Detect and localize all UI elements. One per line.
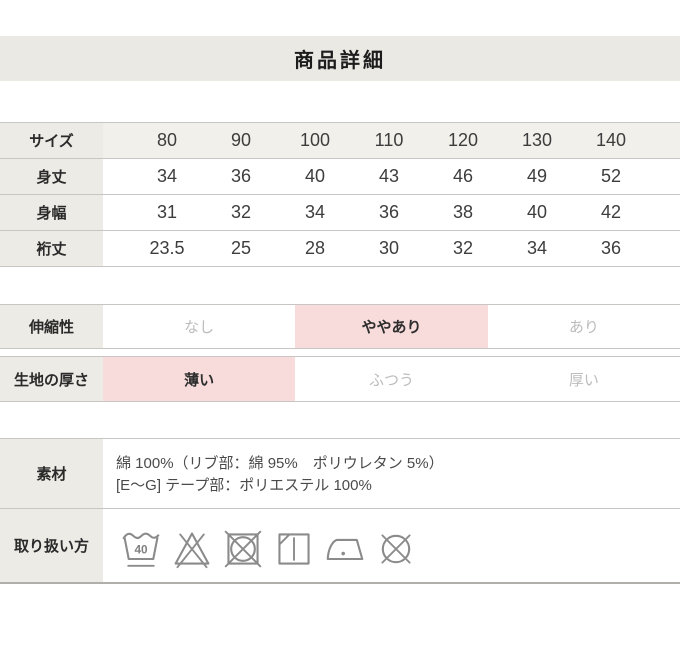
size-col-header: 90 (230, 130, 252, 150)
row-label: 伸縮性 (0, 305, 103, 348)
row-label: 取り扱い方 (0, 509, 103, 582)
option-cell-normal: ふつう (295, 357, 488, 401)
thickness-row: 生地の厚さ 薄い ふつう 厚い (0, 356, 680, 402)
stretch-row: 伸縮性 なし ややあり あり (0, 304, 680, 349)
wash-40-gentle-icon: 40 (121, 527, 161, 571)
row-label: 裄丈 (0, 231, 103, 266)
no-bleach-icon (172, 527, 212, 571)
details-section: 素材 綿 100%（リブ部：綿 95% ポリウレタン 5%） [E～G] テープ… (0, 438, 680, 584)
material-row: 素材 綿 100%（リブ部：綿 95% ポリウレタン 5%） [E～G] テープ… (0, 439, 680, 508)
size-header-row: サイズ 80 90 100 110 120 130 140 (0, 123, 680, 159)
row-label: 素材 (0, 439, 103, 508)
size-value-cell: 23.5 (149, 238, 185, 258)
material-line: [E～G] テープ部：ポリエステル 100% (116, 477, 372, 494)
row-values: 34 36 40 43 46 49 52 (103, 159, 680, 194)
size-value-cell: 32 (452, 238, 474, 258)
size-value-cell: 52 (600, 166, 622, 186)
row-values: 23.5 25 28 30 32 34 36 (103, 231, 680, 266)
table-row-body-length: 身丈 34 36 40 43 46 49 52 (0, 159, 680, 195)
option-cell-thin: 薄い (103, 357, 296, 401)
material-line: 綿 100%（リブ部：綿 95% ポリウレタン 5%） (116, 455, 444, 472)
size-col-header: 120 (447, 130, 479, 150)
size-value-cell: 38 (452, 202, 474, 222)
iron-low-icon (325, 527, 365, 571)
care-symbols: 40 (103, 509, 680, 582)
size-col-header: 130 (521, 130, 553, 150)
size-header-label: サイズ (0, 123, 103, 158)
size-value-cell: 34 (304, 202, 326, 222)
material-text: 綿 100%（リブ部：綿 95% ポリウレタン 5%） [E～G] テープ部：ポ… (103, 439, 680, 508)
size-value-cell: 49 (526, 166, 548, 186)
table-row-body-width: 身幅 31 32 34 36 38 40 42 (0, 195, 680, 231)
product-detail-panel: 商品詳細 サイズ 80 90 100 110 120 130 140 身丈 34… (0, 36, 680, 650)
table-row-sleeve-length: 裄丈 23.5 25 28 30 32 34 36 (0, 231, 680, 267)
size-col-header: 140 (595, 130, 627, 150)
size-table: サイズ 80 90 100 110 120 130 140 身丈 34 36 4… (0, 122, 680, 267)
row-label: 身幅 (0, 195, 103, 230)
size-value-cell: 34 (526, 238, 548, 258)
size-value-cell: 32 (230, 202, 252, 222)
care-row: 取り扱い方 40 (0, 508, 680, 582)
size-value-cell: 40 (526, 202, 548, 222)
size-value-cell: 46 (452, 166, 474, 186)
size-value-cell: 40 (304, 166, 326, 186)
line-dry-shade-icon (274, 527, 314, 571)
row-label: 生地の厚さ (0, 357, 103, 401)
no-dry-clean-icon (376, 527, 416, 571)
size-value-cell: 36 (378, 202, 400, 222)
page-title: 商品詳細 (294, 50, 386, 72)
option-cell-thick: 厚い (487, 357, 680, 401)
size-col-header: 80 (156, 130, 178, 150)
svg-text:40: 40 (134, 542, 148, 556)
option-cell-somewhat: ややあり (295, 305, 488, 348)
size-value-cell: 42 (600, 202, 622, 222)
size-value-cell: 30 (378, 238, 400, 258)
size-value-cell: 36 (230, 166, 252, 186)
size-col-header: 100 (299, 130, 331, 150)
row-values: 31 32 34 36 38 40 42 (103, 195, 680, 230)
size-value-cell: 25 (230, 238, 252, 258)
no-tumble-dry-icon (223, 527, 263, 571)
size-value-cell: 43 (378, 166, 400, 186)
option-cell-yes: あり (487, 305, 680, 348)
size-value-cell: 34 (156, 166, 178, 186)
size-value-cell: 31 (156, 202, 178, 222)
size-value-cell: 28 (304, 238, 326, 258)
option-cell-none: なし (103, 305, 296, 348)
size-value-cell: 36 (600, 238, 622, 258)
row-label: 身丈 (0, 159, 103, 194)
size-col-header: 110 (374, 130, 404, 150)
size-header-values: 80 90 100 110 120 130 140 (103, 123, 680, 158)
section-title-band: 商品詳細 (0, 36, 680, 81)
